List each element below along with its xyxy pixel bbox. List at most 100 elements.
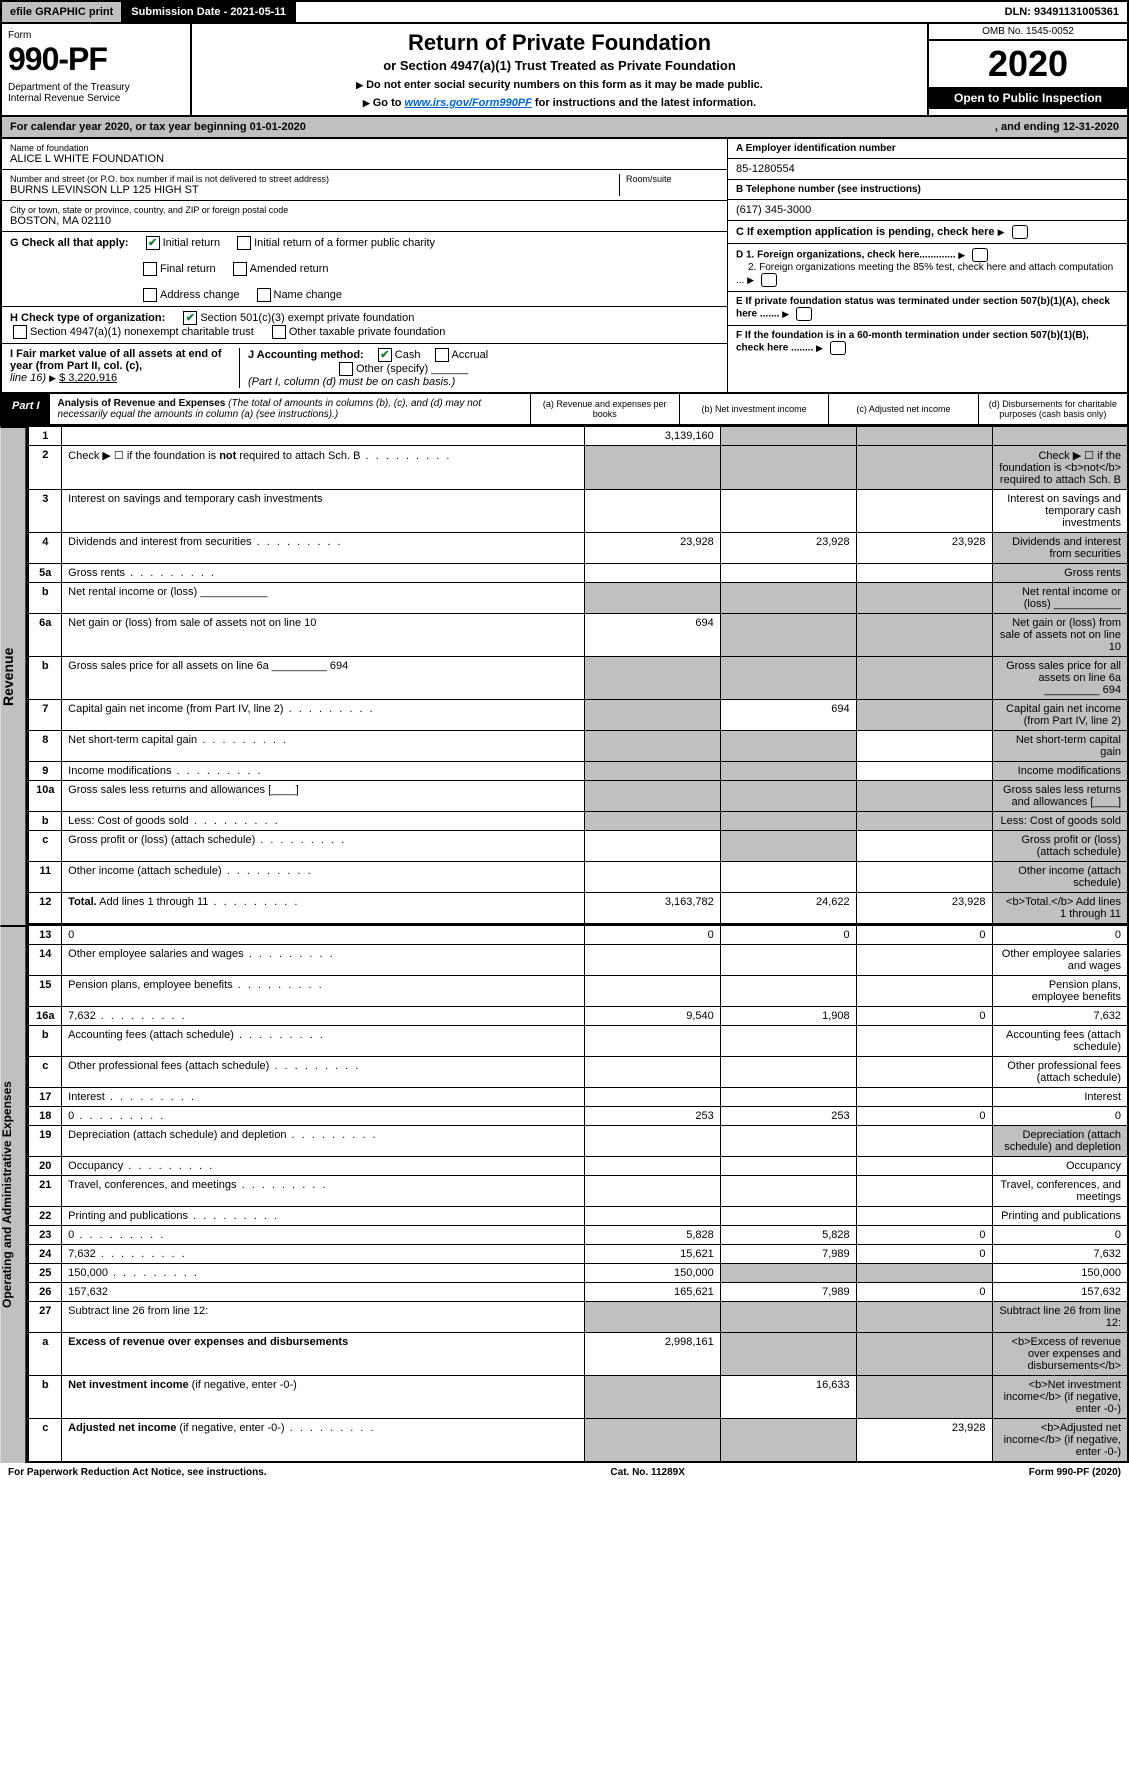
other-method-checkbox[interactable] [339,362,353,376]
city-label: City or town, state or province, country… [10,205,719,215]
form-word: Form [8,30,184,41]
table-row: 9Income modificationsIncome modification… [28,762,1128,781]
table-row: 18025325300 [28,1107,1128,1126]
col-b-header: (b) Net investment income [679,394,828,424]
form-title: Return of Private Foundation [204,30,915,56]
table-row: aExcess of revenue over expenses and dis… [28,1333,1128,1376]
department-label: Department of the Treasury Internal Reve… [8,82,184,104]
table-row: 26157,632165,6217,9890157,632 [28,1283,1128,1302]
g-check-row: G Check all that apply: Initial return I… [2,232,727,307]
table-row: 2Check ▶ ☐ if the foundation is not requ… [28,446,1128,490]
expenses-table: 130000014Other employee salaries and wag… [27,925,1129,1463]
expenses-vertical-label: Operating and Administrative Expenses [0,925,27,1463]
table-row: 16a7,6329,5401,90807,632 [28,1007,1128,1026]
revenue-section: Revenue 13,139,1602Check ▶ ☐ if the foun… [0,426,1129,925]
efile-label: efile GRAPHIC print [2,2,123,22]
table-row: 25150,000150,000150,000 [28,1264,1128,1283]
table-row: cGross profit or (loss) (attach schedule… [28,831,1128,862]
open-public-label: Open to Public Inspection [929,87,1127,109]
phone-label: B Telephone number (see instructions) [728,180,1127,200]
accrual-checkbox[interactable] [435,348,449,362]
calendar-year-row: For calendar year 2020, or tax year begi… [0,117,1129,139]
page-footer: For Paperwork Reduction Act Notice, see … [0,1463,1129,1482]
e-checkbox[interactable] [796,307,812,321]
identification-block: Name of foundation ALICE L WHITE FOUNDAT… [0,139,1129,394]
address-change-checkbox[interactable] [143,288,157,302]
part1-header: Part I Analysis of Revenue and Expenses … [0,394,1129,426]
501c3-checkbox[interactable] [183,311,197,325]
tax-year: 2020 [929,41,1127,87]
phone-value: (617) 345-3000 [728,200,1127,221]
table-row: bAccounting fees (attach schedule)Accoun… [28,1026,1128,1057]
paperwork-notice: For Paperwork Reduction Act Notice, see … [8,1467,267,1478]
table-row: 19Depreciation (attach schedule) and dep… [28,1126,1128,1157]
col-a-header: (a) Revenue and expenses per books [530,394,679,424]
fmv-value: $ 3,220,916 [59,372,117,384]
table-row: 7Capital gain net income (from Part IV, … [28,700,1128,731]
table-row: 247,63215,6217,98907,632 [28,1245,1128,1264]
street-address: BURNS LEVINSON LLP 125 HIGH ST [10,184,619,196]
cash-checkbox[interactable] [378,348,392,362]
form-footer-label: Form 990-PF (2020) [1029,1467,1121,1478]
cash-basis-note: (Part I, column (d) must be on cash basi… [248,376,455,388]
foundation-name: ALICE L WHITE FOUNDATION [10,153,719,165]
omb-number: OMB No. 1545-0052 [929,24,1127,41]
expenses-section: Operating and Administrative Expenses 13… [0,925,1129,1463]
initial-former-checkbox[interactable] [237,236,251,250]
d2-checkbox[interactable] [761,273,777,287]
goto-note: Go to www.irs.gov/Form990PF for instruct… [204,97,915,109]
f-checkbox[interactable] [830,341,846,355]
room-label: Room/suite [626,174,719,184]
table-row: 8Net short-term capital gainNet short-te… [28,731,1128,762]
table-row: 2305,8285,82800 [28,1226,1128,1245]
catalog-number: Cat. No. 11289X [610,1467,684,1478]
ein-label: A Employer identification number [728,139,1127,159]
revenue-vertical-label: Revenue [0,426,27,925]
final-return-checkbox[interactable] [143,262,157,276]
form-header: Form 990-PF Department of the Treasury I… [0,24,1129,117]
col-d-header: (d) Disbursements for charitable purpose… [978,394,1127,424]
table-row: cAdjusted net income (if negative, enter… [28,1419,1128,1463]
amended-return-checkbox[interactable] [233,262,247,276]
other-taxable-checkbox[interactable] [272,325,286,339]
table-row: 11Other income (attach schedule)Other in… [28,862,1128,893]
top-bar: efile GRAPHIC print Submission Date - 20… [0,0,1129,24]
table-row: 14Other employee salaries and wagesOther… [28,945,1128,976]
c-exemption-row: C If exemption application is pending, c… [728,221,1127,244]
table-row: 20OccupancyOccupancy [28,1157,1128,1176]
table-row: cOther professional fees (attach schedul… [28,1057,1128,1088]
table-row: bNet investment income (if negative, ent… [28,1376,1128,1419]
col-c-header: (c) Adjusted net income [828,394,977,424]
table-row: 12Total. Add lines 1 through 113,163,782… [28,893,1128,925]
table-row: bGross sales price for all assets on lin… [28,657,1128,700]
table-row: 10aGross sales less returns and allowanc… [28,781,1128,812]
submission-date: Submission Date - 2021-05-11 [123,2,296,22]
initial-return-checkbox[interactable] [146,236,160,250]
table-row: 22Printing and publicationsPrinting and … [28,1207,1128,1226]
c-checkbox[interactable] [1012,225,1028,239]
table-row: 5aGross rentsGross rents [28,564,1128,583]
h-check-row: H Check type of organization: Section 50… [2,307,727,344]
city-state-zip: BOSTON, MA 02110 [10,215,719,227]
i-label: I Fair market value of all assets at end… [10,348,222,372]
table-row: 4Dividends and interest from securities2… [28,533,1128,564]
table-row: 3Interest on savings and temporary cash … [28,490,1128,533]
name-change-checkbox[interactable] [257,288,271,302]
4947-checkbox[interactable] [13,325,27,339]
address-label: Number and street (or P.O. box number if… [10,174,619,184]
table-row: 15Pension plans, employee benefitsPensio… [28,976,1128,1007]
ein-value: 85-1280554 [728,159,1127,180]
revenue-table: 13,139,1602Check ▶ ☐ if the foundation i… [27,426,1129,925]
table-row: 27Subtract line 26 from line 12:Subtract… [28,1302,1128,1333]
dln-label: DLN: 93491131005361 [997,2,1127,22]
table-row: 1300000 [28,926,1128,945]
form990pf-link[interactable]: www.irs.gov/Form990PF [405,97,532,109]
ssn-warning: Do not enter social security numbers on … [204,79,915,91]
table-row: 13,139,160 [28,427,1128,446]
table-row: bNet rental income or (loss) ___________… [28,583,1128,614]
form-subtitle: or Section 4947(a)(1) Trust Treated as P… [204,58,915,73]
d1-checkbox[interactable] [972,248,988,262]
table-row: bLess: Cost of goods soldLess: Cost of g… [28,812,1128,831]
table-row: 17InterestInterest [28,1088,1128,1107]
form-number: 990-PF [8,41,184,78]
